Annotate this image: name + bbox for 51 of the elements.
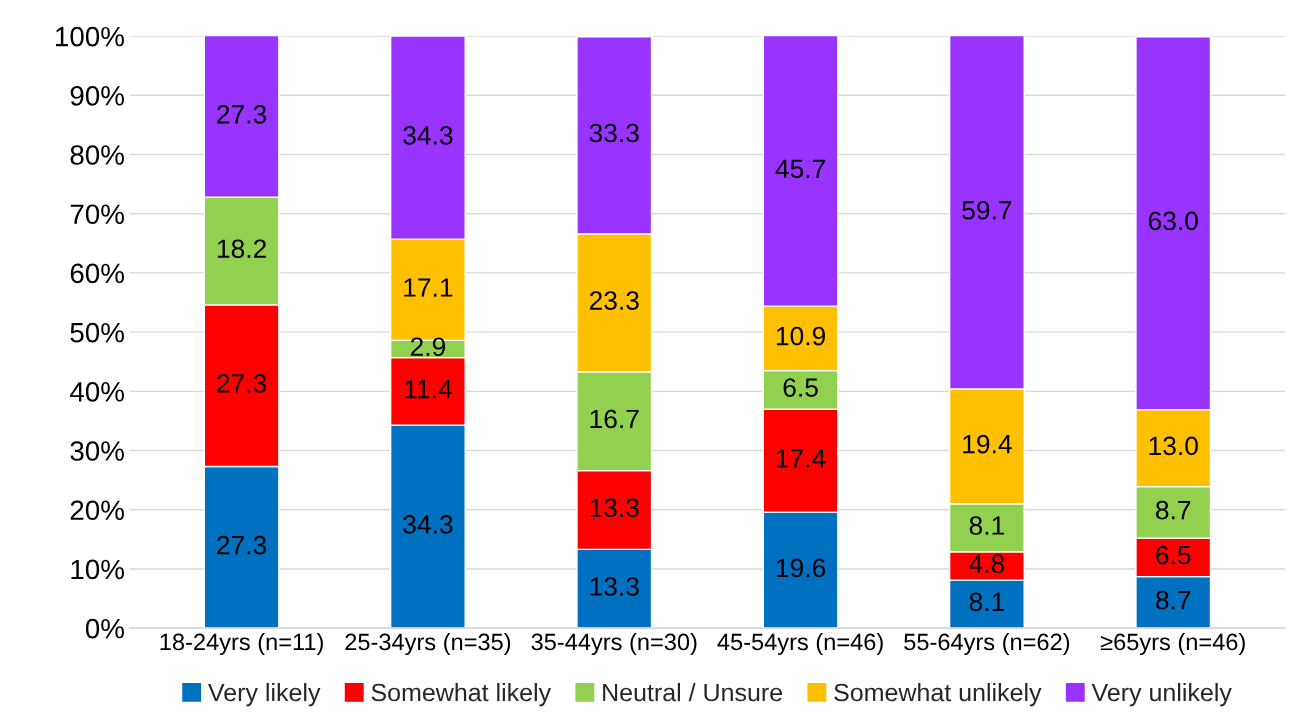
data-label: 13.3: [590, 577, 639, 596]
y-tick-label: 50%: [70, 322, 124, 343]
y-tick-label: 60%: [70, 263, 124, 284]
data-label: 8.1: [969, 516, 1004, 535]
y-tick-label: 20%: [70, 500, 124, 521]
y-tick-label: 0%: [85, 618, 124, 639]
legend-label: Very likely: [208, 682, 321, 707]
x-tick-label: 35-44yrs (n=30): [531, 633, 697, 656]
data-label: 45.7: [775, 159, 825, 179]
y-tick-label: 70%: [70, 204, 124, 225]
data-label: 16.7: [590, 409, 639, 429]
data-label: 4.8: [969, 554, 1005, 574]
x-tick-label: 25-34yrs (n=35): [345, 633, 511, 656]
data-label: 27.3: [217, 535, 267, 555]
data-label: 33.3: [589, 123, 639, 143]
y-tick-label: 40%: [69, 381, 124, 402]
data-label: 23.3: [589, 291, 639, 310]
y-tick-label: 80%: [70, 145, 124, 165]
data-label: 13.0: [1149, 436, 1198, 456]
data-label: 17.4: [776, 449, 826, 468]
data-label: 34.3: [403, 126, 453, 145]
y-tick-label: 10%: [71, 559, 124, 580]
legend-label: Somewhat unlikely: [834, 682, 1042, 707]
x-tick-label: ≥65yrs (n=46): [1100, 633, 1245, 656]
x-tick-label: 18-24yrs (n=11): [160, 633, 323, 656]
data-label: 10.9: [776, 326, 825, 346]
data-label: 8.7: [1156, 500, 1191, 520]
x-tick-label: 55-64yrs (n=62): [904, 633, 1070, 656]
data-label: 27.3: [217, 105, 267, 124]
y-tick-label: 90%: [70, 85, 124, 106]
data-label: 18.2: [217, 239, 266, 259]
legend-label: Somewhat likely: [371, 682, 552, 707]
data-label: 8.7: [1156, 590, 1191, 610]
data-label: 11.4: [405, 379, 452, 399]
data-label: 8.1: [969, 592, 1004, 612]
data-label: 13.3: [590, 498, 639, 518]
data-label: 6.5: [783, 378, 818, 397]
data-label: 19.6: [776, 558, 826, 578]
x-tick-label: 45-54yrs (n=46): [717, 633, 883, 656]
data-label: 27.3: [217, 374, 267, 393]
data-label: 19.4: [963, 434, 1012, 454]
data-label: 34.3: [403, 515, 453, 534]
y-tick-label: 100%: [56, 26, 124, 47]
y-tick-label: 30%: [70, 441, 124, 461]
data-label: 6.5: [1156, 545, 1191, 565]
data-label: 2.9: [410, 337, 446, 357]
data-label: 17.1: [404, 278, 453, 297]
data-label: 63.0: [1148, 211, 1198, 231]
legend-label: Neutral / Unsure: [603, 682, 783, 702]
data-label: 59.7: [962, 200, 1012, 220]
legend-label: Very unlikely: [1091, 682, 1232, 707]
